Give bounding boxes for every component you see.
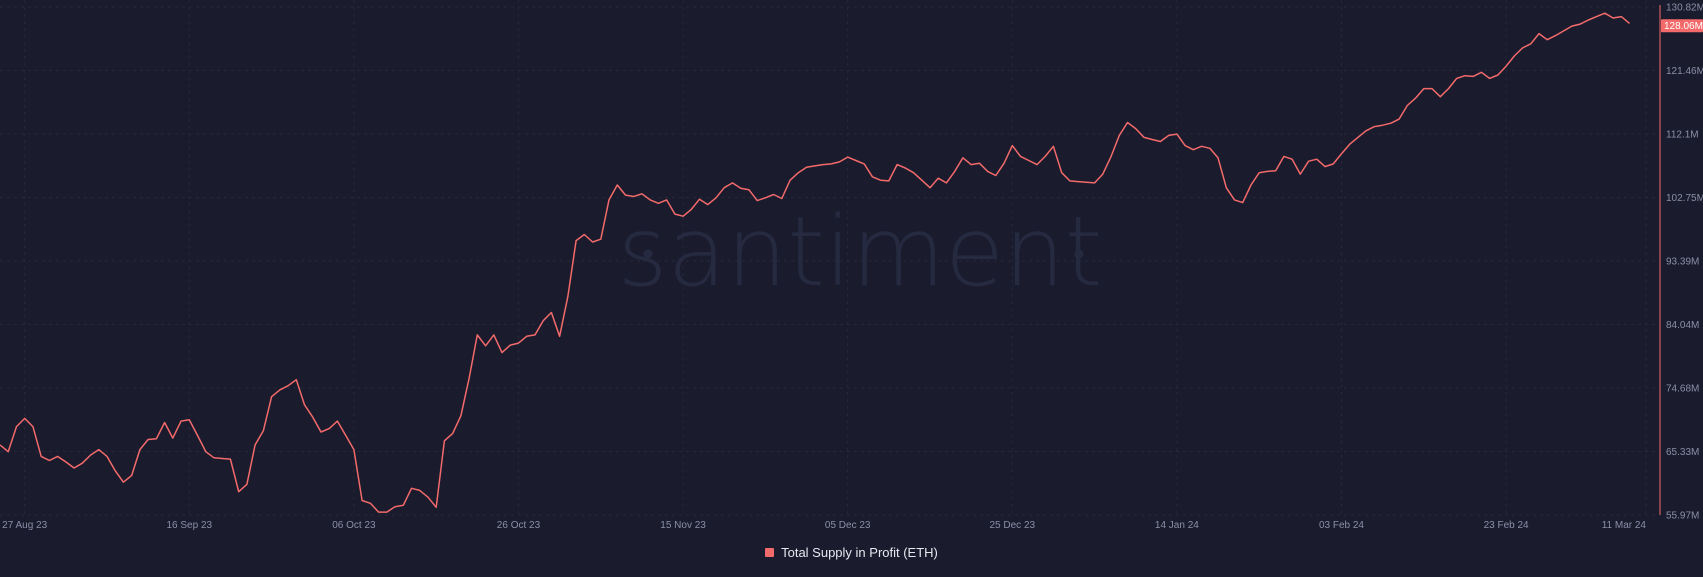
- x-tick-label: 14 Jan 24: [1155, 520, 1199, 531]
- y-tick-label: 74.68M: [1666, 384, 1699, 395]
- watermark-dot-right: [1074, 249, 1084, 259]
- watermark-text: santiment: [617, 196, 1102, 308]
- y-tick-label: 112.1M: [1666, 130, 1699, 141]
- y-tick-label: 102.75M: [1666, 193, 1703, 204]
- x-tick-label: 27 Aug 23: [2, 520, 47, 531]
- x-tick-label: 23 Feb 24: [1484, 520, 1529, 531]
- y-tick-label: 121.46M: [1666, 66, 1703, 77]
- y-tick-label: 130.82M: [1666, 3, 1703, 14]
- x-axis-ticks: 27 Aug 23 16 Sep 23 06 Oct 23 26 Oct 23 15 N…: [2, 520, 1646, 531]
- x-tick-label: 15 Nov 23: [660, 520, 706, 531]
- watermark-dot-left: [643, 249, 653, 259]
- legend[interactable]: Total Supply in Profit (ETH): [0, 545, 1703, 560]
- x-tick-label: 25 Dec 23: [989, 520, 1035, 531]
- x-tick-label: 06 Oct 23: [332, 520, 376, 531]
- last-value-marker: 128.06M: [1661, 19, 1703, 33]
- gridlines: [0, 0, 1660, 516]
- legend-swatch: [765, 548, 775, 557]
- y-tick-label: 84.04M: [1666, 320, 1699, 331]
- legend-label: Total Supply in Profit (ETH): [781, 545, 938, 560]
- x-tick-label: 26 Oct 23: [497, 520, 541, 531]
- x-tick-label: 05 Dec 23: [825, 520, 871, 531]
- y-tick-label: 55.97M: [1666, 511, 1699, 522]
- y-tick-label: 93.39M: [1666, 257, 1699, 268]
- last-value-badge: [1661, 19, 1703, 33]
- y-tick-label: 65.33M: [1666, 447, 1699, 458]
- x-tick-label: 16 Sep 23: [166, 520, 212, 531]
- last-value-label: 128.06M: [1664, 21, 1703, 32]
- y-axis-ticks: 130.82M 121.46M 112.1M 102.75M 93.39M 84.04M 7…: [1666, 3, 1703, 522]
- x-tick-label: 03 Feb 24: [1319, 520, 1364, 531]
- series-line-total-supply-in-profit[interactable]: [0, 12, 1630, 513]
- x-tick-label: 11 Mar 24: [1602, 520, 1647, 531]
